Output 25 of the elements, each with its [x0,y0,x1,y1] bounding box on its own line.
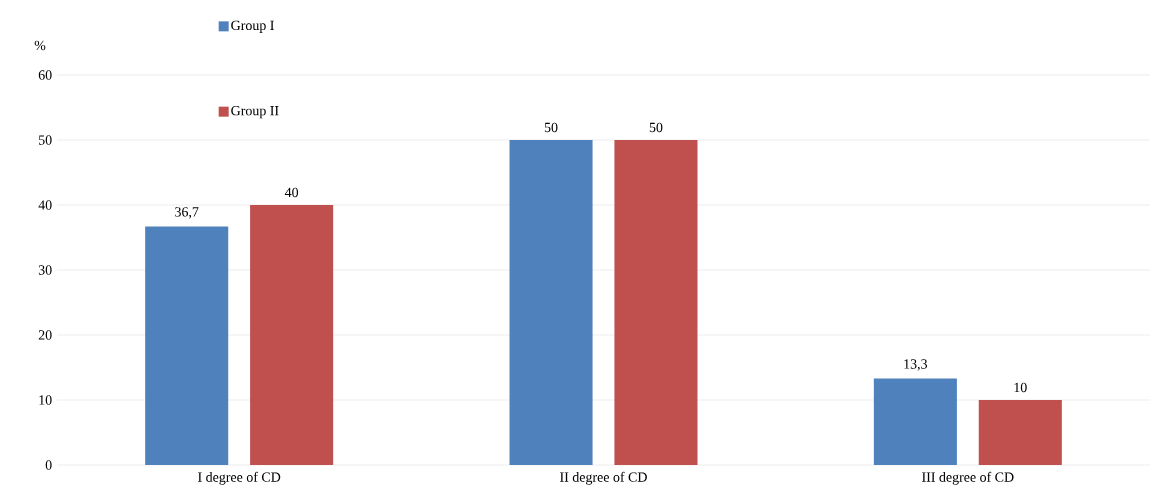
y-axis-title: % [34,40,46,51]
bar [614,140,698,465]
bar [873,378,957,465]
y-tick-label: 50 [39,135,52,145]
data-label: 10 [1014,382,1027,393]
y-tick-label: 0 [45,460,52,470]
y-tick-label: 60 [38,70,52,80]
y-tick-label: 20 [38,330,52,340]
y-tick-label: 10 [39,395,52,405]
legend-label: Group II [231,106,279,119]
x-tick-label: I degree of CD [198,471,281,485]
data-label: 40 [284,187,299,198]
y-tick-label: 40 [38,200,52,210]
data-label: 50 [544,122,558,133]
bar [509,140,593,465]
bar [978,400,1062,465]
bar [145,226,229,465]
x-tick-label: II degree of CD [560,471,647,485]
data-label: 50 [649,122,663,133]
legend-label: Group I [231,20,274,33]
y-tick-label: 30 [38,265,52,275]
x-tick-label: III degree of CD [922,471,1014,485]
data-label: 13,3 [904,359,928,371]
bar [250,205,334,465]
data-label: 36,7 [175,207,199,219]
